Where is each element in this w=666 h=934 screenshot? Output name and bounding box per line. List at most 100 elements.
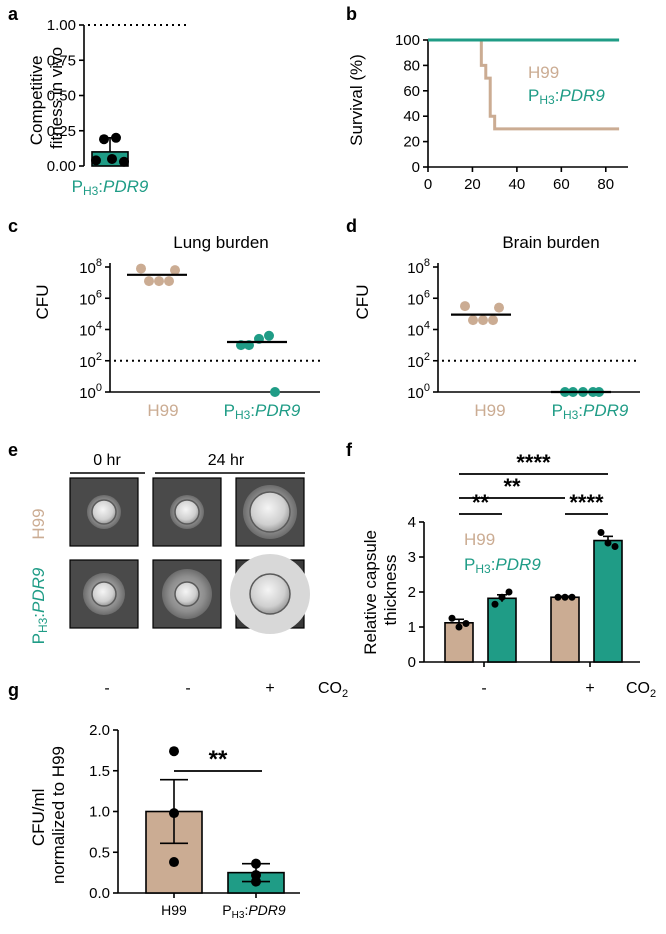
panel-g-xlabel-h99: H99 [161,902,187,918]
panel-f-point [455,623,463,631]
panel-g-ytick-label: 1.5 [89,763,110,780]
panel-a-ytick-label: 0.25 [47,123,76,140]
panel-g-significance-stars: ** [209,746,228,773]
panel-c-point [270,387,280,397]
panel-c-ytick-label: 108 [79,257,102,277]
panel-d-point [494,302,504,313]
panel-f-bar [550,596,580,663]
panel-d-ytick-label: 106 [407,288,430,308]
panel-b-legend-pdr9: PH3:PDR9 [528,86,605,107]
panel-a-point [99,134,109,145]
panel-f-significance-stars: **** [516,450,551,475]
panel-d-ytick-label: 104 [407,320,430,340]
panel-f-ylabel: Relative capsule thickness [361,525,400,654]
panel-c-title: Lung burden [173,233,268,252]
panel-g-ytick-label: 2.0 [89,722,110,739]
panel-g-ytick-label: 1.0 [89,804,110,821]
panel-d-ytick-label: 100 [407,382,430,402]
panel-f-bar [487,597,517,663]
panel-d-ytick-label: 108 [407,257,430,277]
panel-c-ytick-label: 100 [79,382,102,402]
panel-c-xlabel-h99: H99 [147,401,178,420]
panel-a-ytick-label: 0.75 [47,52,76,69]
panel-b-chart: Survival (%) H99 PH3:PDR9 0 20 40 60 80 100 0 2… [347,32,628,193]
panel-f-point [491,600,499,608]
panel-b-series-h99 [428,38,620,131]
panel-f-ytick-label: 4 [408,514,416,531]
panel-a-point [119,156,129,167]
panel-c-point [264,330,274,341]
panel-f-point [611,543,619,550]
panel-c-point [170,265,180,276]
micrograph-cell [249,573,291,615]
panel-a-ylabel: Competitive fitness in vivo [27,47,66,149]
panel-c-ytick-label: 102 [79,351,102,371]
panel-d-title: Brain burden [502,233,599,252]
panel-letter-b: b [346,4,357,24]
panel-g-chart: CFU/ml normalized to H99 H99 PH3:PDR9 0.… [29,722,300,921]
panel-g-point [169,857,179,868]
panel-letter-d: d [346,216,357,236]
panel-c-xlabel-pdr9: PH3:PDR9 [224,401,301,422]
panel-f-point [597,529,605,536]
panel-c-point [136,263,146,274]
panel-letter-c: c [8,216,18,236]
panel-c-ytick-label: 104 [79,320,102,340]
panel-g-point [169,808,179,819]
panel-a-point [91,155,101,166]
panel-f-ytick-label: 3 [408,549,416,566]
panel-letter-f: f [346,440,353,460]
panel-b-ytick-label: 0 [412,159,420,176]
panel-g-point [251,858,261,869]
panel-f-significance-stars: **** [569,490,604,515]
panel-f-significance-stars: ** [503,474,521,499]
panel-c-chart: Lung burden CFU H99 PH3:PDR9 108 106 104 10… [33,233,320,422]
panel-b-xtick-label: 40 [509,176,526,193]
panel-g-ytick-label: 0.5 [89,844,110,861]
panel-d-point [488,315,498,326]
panel-a-ytick-label: 0.50 [47,88,76,105]
panel-c-point [144,276,154,287]
panel-f-point [554,593,562,601]
panel-c-ylabel: CFU [33,285,52,320]
panel-letter-a: a [8,4,19,24]
panel-b-ytick-label: 40 [403,108,420,125]
panel-b-xtick-label: 60 [553,176,570,193]
panel-f-chart: Relative capsule thickness H99 PH3:PDR9 … [361,450,656,700]
panel-f-point [604,539,612,547]
panel-a-chart: Competitive fitness in vivo PH3:PDR9 0.0… [27,17,190,198]
panel-b-ytick-label: 80 [403,57,420,74]
panel-f-point [568,593,576,601]
panel-e-micrographs: 0 hr 24 hr H99 PH3:PDR9 - - + CO2 [29,452,348,700]
panel-f-group-plus: + [585,680,594,697]
panel-a-point [111,132,121,143]
panel-b-ylabel: Survival (%) [347,54,366,146]
time-header-0hr: 0 hr [93,452,121,469]
panel-a-ytick-label: 0.00 [47,158,76,175]
panel-g-ytick-label: 0.0 [89,885,110,902]
panel-f-ytick-label: 2 [408,584,416,601]
micrograph-cell [91,499,117,525]
panel-d-xlabel-pdr9: PH3:PDR9 [552,401,629,422]
micrograph-co2-label: CO2 [318,680,348,700]
panel-b-ytick-label: 20 [403,134,420,151]
micrograph-row-label-h99: H99 [29,508,48,539]
panel-d-point [468,315,478,326]
panel-c-point [154,276,164,287]
micrograph-cell [91,581,117,607]
panel-d-ylabel: CFU [353,285,372,320]
panel-f-significance-stars: ** [472,490,490,515]
panel-c-point [164,276,174,287]
panel-letter-g: g [8,680,19,700]
panel-f-group-minus: - [481,680,486,697]
panel-b-legend-h99: H99 [528,63,559,82]
micrograph-cell [249,491,291,533]
panel-a-ytick-label: 1.00 [47,17,76,34]
panel-a-xlabel: PH3:PDR9 [72,177,149,198]
panel-b-ytick-label: 60 [403,83,420,100]
panel-a-point [107,153,117,164]
panel-f-point [448,614,456,622]
panel-g-point [251,876,261,887]
micrograph-row-label-pdr9: PH3:PDR9 [29,567,50,644]
